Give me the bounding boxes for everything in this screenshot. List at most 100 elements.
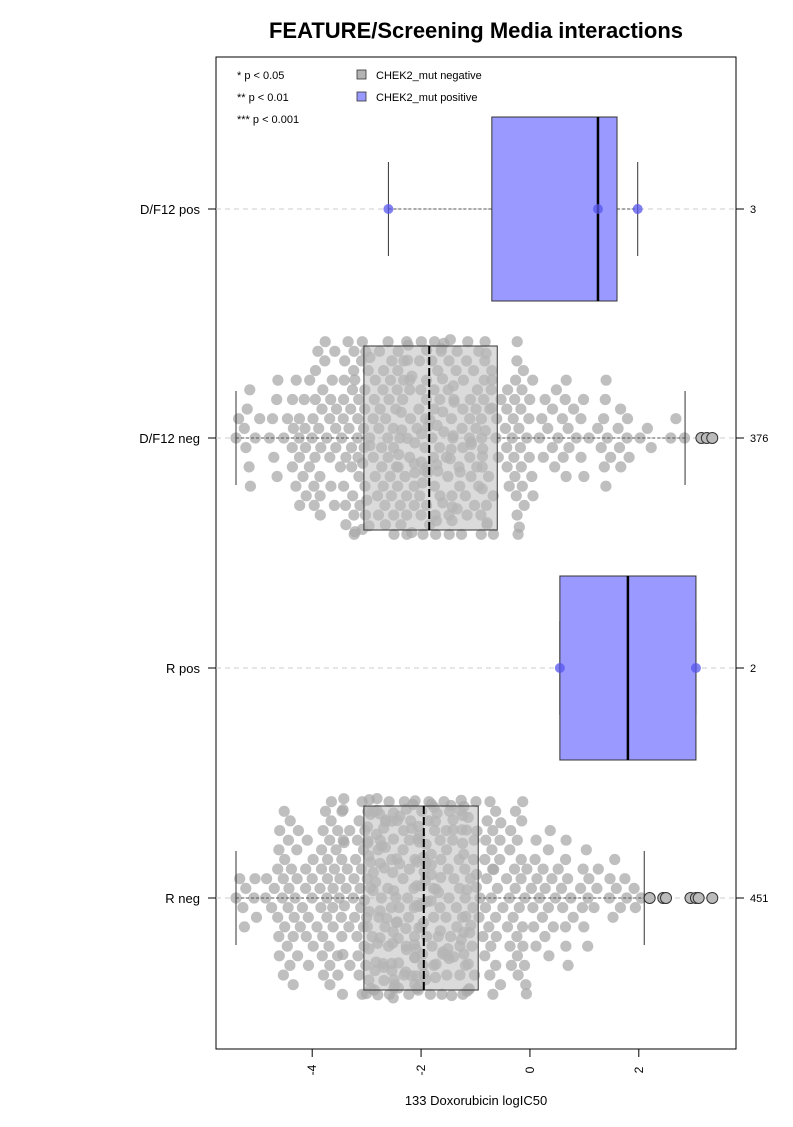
data-point [266, 413, 279, 425]
data-point [504, 940, 516, 952]
data-point [336, 853, 348, 866]
data-point [557, 451, 569, 463]
data-point [582, 940, 594, 952]
data-point [238, 422, 250, 434]
data-point [300, 882, 312, 895]
data-point [324, 413, 336, 425]
data-point [353, 969, 365, 981]
data-point [291, 873, 303, 885]
data-point [324, 959, 336, 972]
data-point [309, 393, 321, 406]
data-point [282, 834, 294, 846]
data-point [429, 336, 441, 348]
data-point [477, 930, 489, 943]
data-point [517, 365, 530, 377]
data-point [470, 796, 482, 808]
data-point [349, 374, 361, 386]
data-point [501, 442, 513, 454]
x-tick-label: -2 [414, 1064, 428, 1075]
data-point [570, 432, 582, 444]
data-point [505, 825, 517, 837]
data-point [484, 969, 496, 981]
data-point [306, 873, 318, 885]
data-point [311, 921, 323, 933]
data-point [613, 442, 626, 454]
data-point [324, 834, 336, 846]
data-point [332, 825, 344, 837]
data-point [330, 403, 343, 415]
data-point [542, 422, 554, 434]
data-point [308, 499, 320, 511]
data-point [515, 873, 527, 885]
data-point [430, 528, 442, 540]
data-point [337, 413, 349, 425]
significance-legend-item: *** p < 0.001 [237, 114, 299, 126]
data-point [293, 413, 305, 425]
data-point [521, 863, 533, 875]
data-point [515, 461, 527, 473]
data-point [323, 940, 335, 952]
chart-title: FEATURE/Screening Media interactions [269, 18, 683, 43]
group-labels: D/F12 pos 3 D/F12 neg 376 R pos 2 R neg 451 [139, 202, 768, 906]
data-point [287, 930, 299, 943]
data-point [250, 911, 263, 923]
data-point [297, 470, 309, 483]
data-point [330, 442, 342, 454]
data-point [299, 422, 311, 434]
data-point [284, 959, 296, 972]
data-point [595, 442, 607, 454]
data-point [536, 911, 549, 923]
data-point [338, 900, 350, 912]
data-point [610, 882, 622, 895]
data-point [531, 873, 543, 885]
data-point [614, 902, 627, 914]
data-point [479, 902, 492, 914]
group-guide-lines [216, 208, 736, 899]
data-point [317, 969, 330, 981]
data-point [598, 461, 610, 473]
data-point [511, 834, 523, 846]
data-point [351, 930, 363, 943]
data-point [537, 863, 549, 875]
data-point [328, 499, 340, 511]
data-point [483, 921, 495, 933]
data-point [307, 940, 319, 952]
data-point [340, 882, 352, 895]
data-point [506, 432, 518, 444]
data-point [491, 882, 503, 895]
data-point [339, 355, 351, 367]
data-point [559, 921, 572, 933]
legend-swatch [356, 91, 367, 102]
data-point [518, 959, 531, 972]
data-point [278, 805, 290, 817]
data-point [619, 873, 631, 885]
data-point [324, 979, 336, 991]
data-point [628, 882, 640, 895]
data-point [294, 921, 306, 933]
data-point [539, 930, 551, 943]
data-point [237, 902, 249, 914]
data-point [272, 911, 284, 923]
data-point [578, 470, 590, 483]
data-point [562, 959, 574, 972]
data-point [383, 204, 394, 214]
data-point [592, 204, 603, 214]
data-point [513, 422, 525, 434]
data-point [562, 873, 574, 885]
data-point [261, 873, 273, 885]
data-point [446, 989, 458, 1002]
data-point [415, 336, 427, 348]
outlier-point [660, 892, 673, 904]
data-point [546, 442, 559, 454]
data-point [436, 988, 448, 1000]
data-point [583, 873, 595, 885]
data-point [281, 413, 294, 425]
data-point [337, 804, 349, 816]
data-point [514, 442, 527, 454]
data-point [488, 864, 500, 876]
data-point [388, 528, 400, 540]
data-point [324, 451, 336, 463]
data-point [578, 921, 590, 933]
data-point [279, 921, 291, 933]
data-point [345, 403, 357, 415]
